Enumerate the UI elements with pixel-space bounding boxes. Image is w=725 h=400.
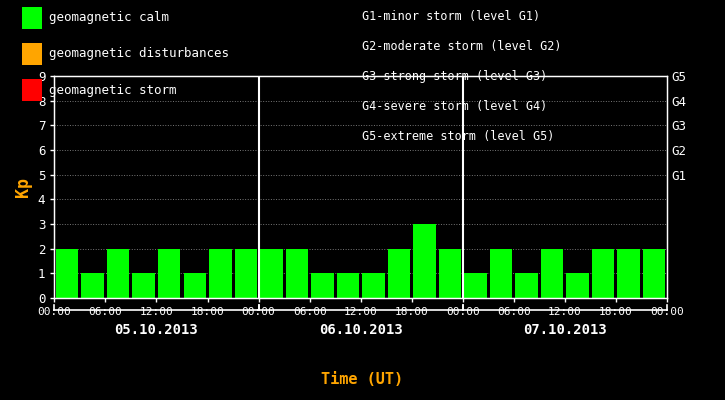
Text: G3-strong storm (level G3): G3-strong storm (level G3) (362, 70, 548, 83)
Bar (336, 273, 359, 298)
Bar (183, 273, 206, 298)
Bar (541, 249, 563, 298)
Y-axis label: Kp: Kp (14, 177, 33, 197)
Text: 07.10.2013: 07.10.2013 (523, 323, 607, 337)
Bar (81, 273, 104, 298)
Text: geomagnetic disturbances: geomagnetic disturbances (49, 48, 229, 60)
Bar (311, 273, 334, 298)
Bar (133, 273, 155, 298)
Bar (464, 273, 486, 298)
Bar (235, 249, 257, 298)
Text: G1-minor storm (level G1): G1-minor storm (level G1) (362, 10, 541, 23)
Bar (490, 249, 513, 298)
Bar (362, 273, 385, 298)
Bar (592, 249, 614, 298)
Bar (413, 224, 436, 298)
Text: geomagnetic calm: geomagnetic calm (49, 12, 170, 24)
Bar (643, 249, 666, 298)
Bar (158, 249, 181, 298)
Bar (439, 249, 461, 298)
Text: 05.10.2013: 05.10.2013 (115, 323, 199, 337)
Bar (566, 273, 589, 298)
Bar (286, 249, 308, 298)
Text: G4-severe storm (level G4): G4-severe storm (level G4) (362, 100, 548, 113)
Bar (388, 249, 410, 298)
Bar (56, 249, 78, 298)
Bar (107, 249, 130, 298)
Bar (618, 249, 640, 298)
Bar (209, 249, 231, 298)
Text: G5-extreme storm (level G5): G5-extreme storm (level G5) (362, 130, 555, 143)
Text: Time (UT): Time (UT) (321, 372, 404, 388)
Text: geomagnetic storm: geomagnetic storm (49, 84, 177, 96)
Text: G2-moderate storm (level G2): G2-moderate storm (level G2) (362, 40, 562, 53)
Text: 06.10.2013: 06.10.2013 (319, 323, 402, 337)
Bar (260, 249, 283, 298)
Bar (515, 273, 538, 298)
